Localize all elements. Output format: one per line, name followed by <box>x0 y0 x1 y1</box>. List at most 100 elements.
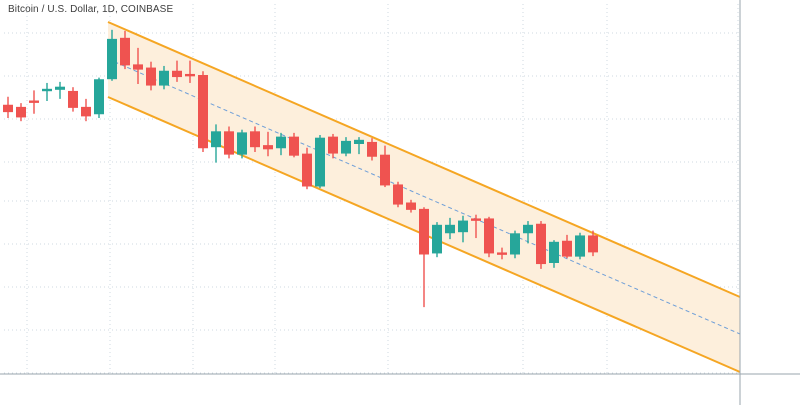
time-axis[interactable]: Nov81522Dec132020 <box>0 374 800 405</box>
candle-body <box>250 131 260 148</box>
candlestick[interactable] <box>575 232 585 260</box>
candlestick[interactable] <box>211 124 221 163</box>
candlestick[interactable] <box>185 60 195 83</box>
candle-body <box>523 224 533 234</box>
candlestick[interactable] <box>536 221 546 269</box>
candle-body <box>484 218 494 254</box>
candle-body <box>432 224 442 254</box>
candlestick[interactable] <box>94 77 104 118</box>
candle-body <box>3 104 13 113</box>
candlestick[interactable] <box>146 61 156 91</box>
candle-body <box>328 136 338 154</box>
candle-body <box>562 240 572 257</box>
candle-body <box>172 70 182 78</box>
channel-midline[interactable] <box>107 58 741 335</box>
candle-body <box>536 223 546 265</box>
candlestick[interactable] <box>120 30 130 70</box>
candle-body <box>68 90 78 108</box>
candlestick[interactable] <box>562 234 572 259</box>
candle-body <box>510 233 520 255</box>
candlestick[interactable] <box>523 221 533 244</box>
candlestick[interactable] <box>393 181 403 208</box>
candlestick[interactable] <box>588 230 598 257</box>
candlestick[interactable] <box>406 199 416 213</box>
candle-body <box>237 132 247 155</box>
candlestick[interactable] <box>315 135 325 189</box>
candlestick[interactable] <box>354 137 364 155</box>
candle-body <box>120 37 130 66</box>
candlestick[interactable] <box>445 217 455 240</box>
candle-body <box>29 100 39 103</box>
candlestick[interactable] <box>55 81 65 99</box>
candlestick[interactable] <box>510 230 520 259</box>
candlestick[interactable] <box>42 82 52 101</box>
candlestick[interactable] <box>224 126 234 159</box>
candlestick[interactable] <box>133 47 143 84</box>
candle-body <box>354 139 364 144</box>
candlestick[interactable] <box>172 60 182 82</box>
candlestick[interactable] <box>29 90 39 114</box>
candle-body <box>81 106 91 117</box>
candle-body <box>289 136 299 156</box>
candlestick[interactable] <box>198 71 208 152</box>
candlestick[interactable] <box>107 29 117 81</box>
candlestick[interactable] <box>484 216 494 258</box>
candlestick-series[interactable] <box>3 29 598 308</box>
candle-body <box>380 154 390 186</box>
candlestick[interactable] <box>263 131 273 157</box>
candle-body <box>549 241 559 263</box>
candle-body <box>575 235 585 257</box>
candle-body <box>42 88 52 92</box>
candle-body <box>198 75 208 149</box>
candlestick[interactable] <box>302 147 312 190</box>
candlestick[interactable] <box>328 133 338 159</box>
candle-body <box>263 145 273 150</box>
candle-body <box>16 106 26 118</box>
candle-body <box>159 70 169 86</box>
candle-body <box>146 67 156 86</box>
candlestick[interactable] <box>367 138 377 161</box>
candlestick[interactable] <box>237 129 247 159</box>
candle-body <box>406 202 416 210</box>
candlestick[interactable] <box>458 215 468 243</box>
candlestick[interactable] <box>497 247 507 260</box>
candle-body <box>211 131 221 148</box>
candle-body <box>588 235 598 253</box>
candle-body <box>224 131 234 155</box>
candlestick[interactable] <box>432 222 442 258</box>
candlestick[interactable] <box>81 98 91 122</box>
candle-body <box>133 64 143 70</box>
chart-title: Bitcoin / U.S. Dollar, 1D, COINBASE <box>8 4 174 15</box>
candle-body <box>302 153 312 187</box>
candlestick[interactable] <box>276 132 286 156</box>
candle-body <box>185 73 195 77</box>
candlestick[interactable] <box>549 240 559 268</box>
candle-body <box>315 137 325 187</box>
candlestick[interactable] <box>289 132 299 158</box>
candlestick[interactable] <box>341 137 351 157</box>
channel-upper-line[interactable] <box>107 21 741 298</box>
candle-body <box>419 208 429 255</box>
candle-body <box>107 38 117 80</box>
candle-body <box>341 140 351 154</box>
candle-body <box>445 224 455 234</box>
candle-body <box>55 86 65 90</box>
candlestick[interactable] <box>68 87 78 112</box>
candle-body <box>94 79 104 115</box>
candlestick[interactable] <box>159 65 169 90</box>
price-axis[interactable]: 3600040000440004800052000560006000064000… <box>740 0 800 405</box>
candlestick[interactable] <box>3 96 13 118</box>
candlestick[interactable] <box>419 207 429 308</box>
candle-body <box>471 218 481 221</box>
candlestick[interactable] <box>380 145 390 188</box>
candlestick[interactable] <box>16 103 26 122</box>
candle-body <box>393 184 403 205</box>
candlestick[interactable] <box>471 214 481 239</box>
candle-body <box>367 141 377 157</box>
candle-body <box>276 136 286 149</box>
candle-body <box>497 252 507 255</box>
candlestick[interactable] <box>250 126 260 153</box>
